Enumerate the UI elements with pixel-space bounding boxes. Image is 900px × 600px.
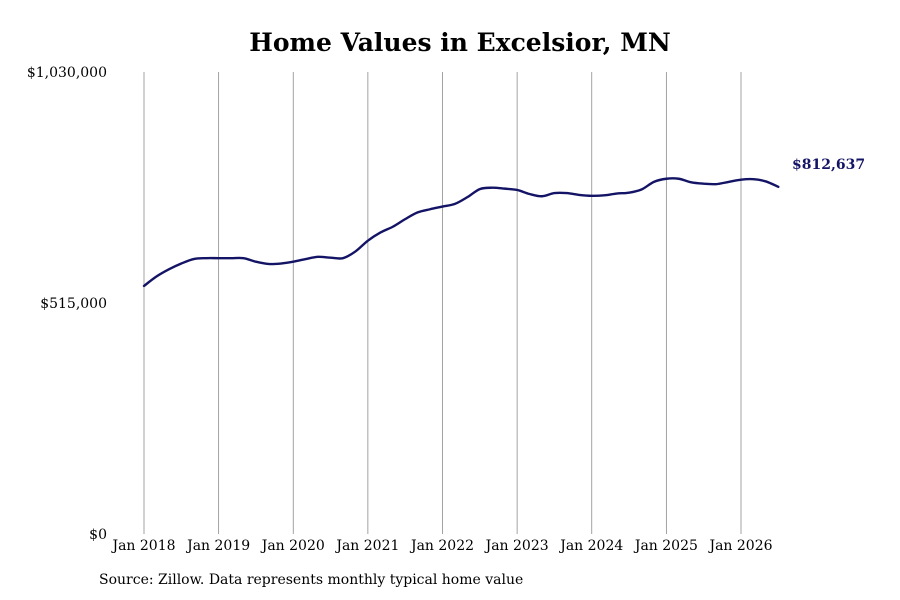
x-tick-label: Jan 2023: [484, 538, 549, 554]
x-tick-label: Jan 2026: [707, 538, 772, 554]
x-tick-label: Jan 2021: [334, 538, 399, 554]
x-tick-label: Jan 2019: [185, 538, 250, 554]
y-tick-label: $1,030,000: [27, 65, 107, 81]
x-tick-label: Jan 2022: [409, 538, 474, 554]
y-tick-label: $515,000: [40, 296, 107, 312]
x-axis-ticks: Jan 2018 Jan 2019 Jan 2020 Jan 2021 Jan 2022…: [110, 538, 772, 554]
y-axis-ticks: $0 $515,000 $1,030,000: [27, 65, 107, 543]
gridlines: [143, 72, 742, 534]
x-tick-label: Jan 2018: [110, 538, 175, 554]
x-tick-label: Jan 2020: [260, 538, 325, 554]
x-tick-label: Jan 2024: [558, 538, 623, 554]
x-tick-label: Jan 2025: [633, 538, 698, 554]
y-tick-label: $0: [89, 527, 107, 543]
end-value-label: $812,637: [792, 157, 865, 173]
chart-title: Home Values in Excelsior, MN: [249, 28, 671, 57]
source-note: Source: Zillow. Data represents monthly …: [99, 572, 524, 588]
series-line: [142, 177, 780, 288]
